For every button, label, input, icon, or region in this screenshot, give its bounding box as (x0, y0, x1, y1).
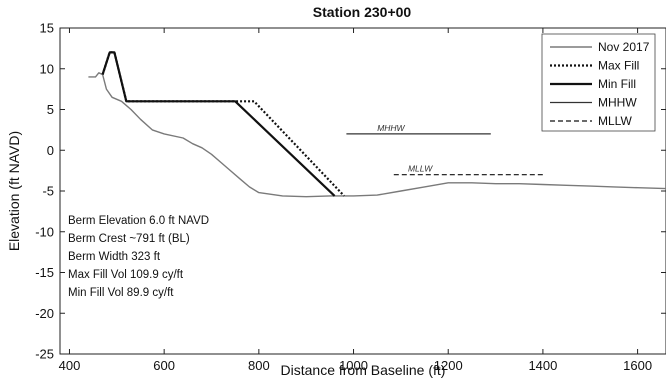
annotation-berm-crest: Berm Crest ~791 ft (BL) (68, 233, 190, 245)
x-axis-label: Distance from Baseline (ft) (281, 362, 446, 378)
x-axis: 400 600 800 1000 1200 1400 1600 (59, 28, 652, 373)
x-tick-label: 1600 (623, 358, 652, 373)
y-tick-label: 10 (40, 61, 54, 76)
legend: Nov 2017 Max Fill Min Fill MHHW MLLW (541, 33, 656, 132)
x-tick-label: 400 (59, 358, 81, 373)
y-tick-label: -10 (35, 224, 54, 239)
x-tick-label: 1400 (528, 358, 557, 373)
y-tick-label: -20 (35, 306, 54, 321)
annotation-berm-elevation: Berm Elevation 6.0 ft NAVD (68, 215, 209, 227)
legend-label: MHHW (598, 96, 637, 110)
legend-label: MLLW (598, 114, 632, 128)
y-tick-label: -15 (35, 265, 54, 280)
y-tick-label: -5 (42, 184, 54, 199)
reference-label: MHHW (377, 123, 405, 133)
annotation-min-fill-vol: Min Fill Vol 89.9 cy/ft (68, 287, 174, 299)
chart-title: Station 230+00 (313, 4, 412, 20)
legend-label: Nov 2017 (598, 40, 650, 54)
legend-label: Min Fill (598, 77, 636, 91)
annotation-berm-width: Berm Width 323 ft (68, 251, 161, 263)
reference-label: MLLW (408, 164, 433, 174)
x-tick-label: 600 (153, 358, 175, 373)
series-line-nov-2017 (88, 72, 666, 198)
berm-annotations: Berm Elevation 6.0 ft NAVD Berm Crest ~7… (68, 215, 209, 299)
series-layer (88, 51, 666, 198)
legend-box (541, 33, 656, 132)
series-line-min-fill (101, 51, 336, 197)
reference-label-layer: MHHW MLLW (377, 123, 433, 174)
y-axis-label: Elevation (ft NAVD) (6, 131, 22, 251)
legend-label: Max Fill (598, 59, 639, 73)
x-tick-label: 800 (248, 358, 270, 373)
x-tick-label: 1000 (339, 358, 368, 373)
y-tick-label: -25 (35, 347, 54, 362)
y-tick-label: 0 (47, 143, 54, 158)
annotation-max-fill-vol: Max Fill Vol 109.9 cy/ft (68, 269, 184, 281)
y-axis: 15 10 5 0 -5 -10 -15 -20 -25 (35, 21, 666, 362)
y-tick-label: 15 (40, 21, 54, 36)
x-tick-label: 1200 (434, 358, 463, 373)
y-tick-label: 5 (47, 102, 54, 117)
